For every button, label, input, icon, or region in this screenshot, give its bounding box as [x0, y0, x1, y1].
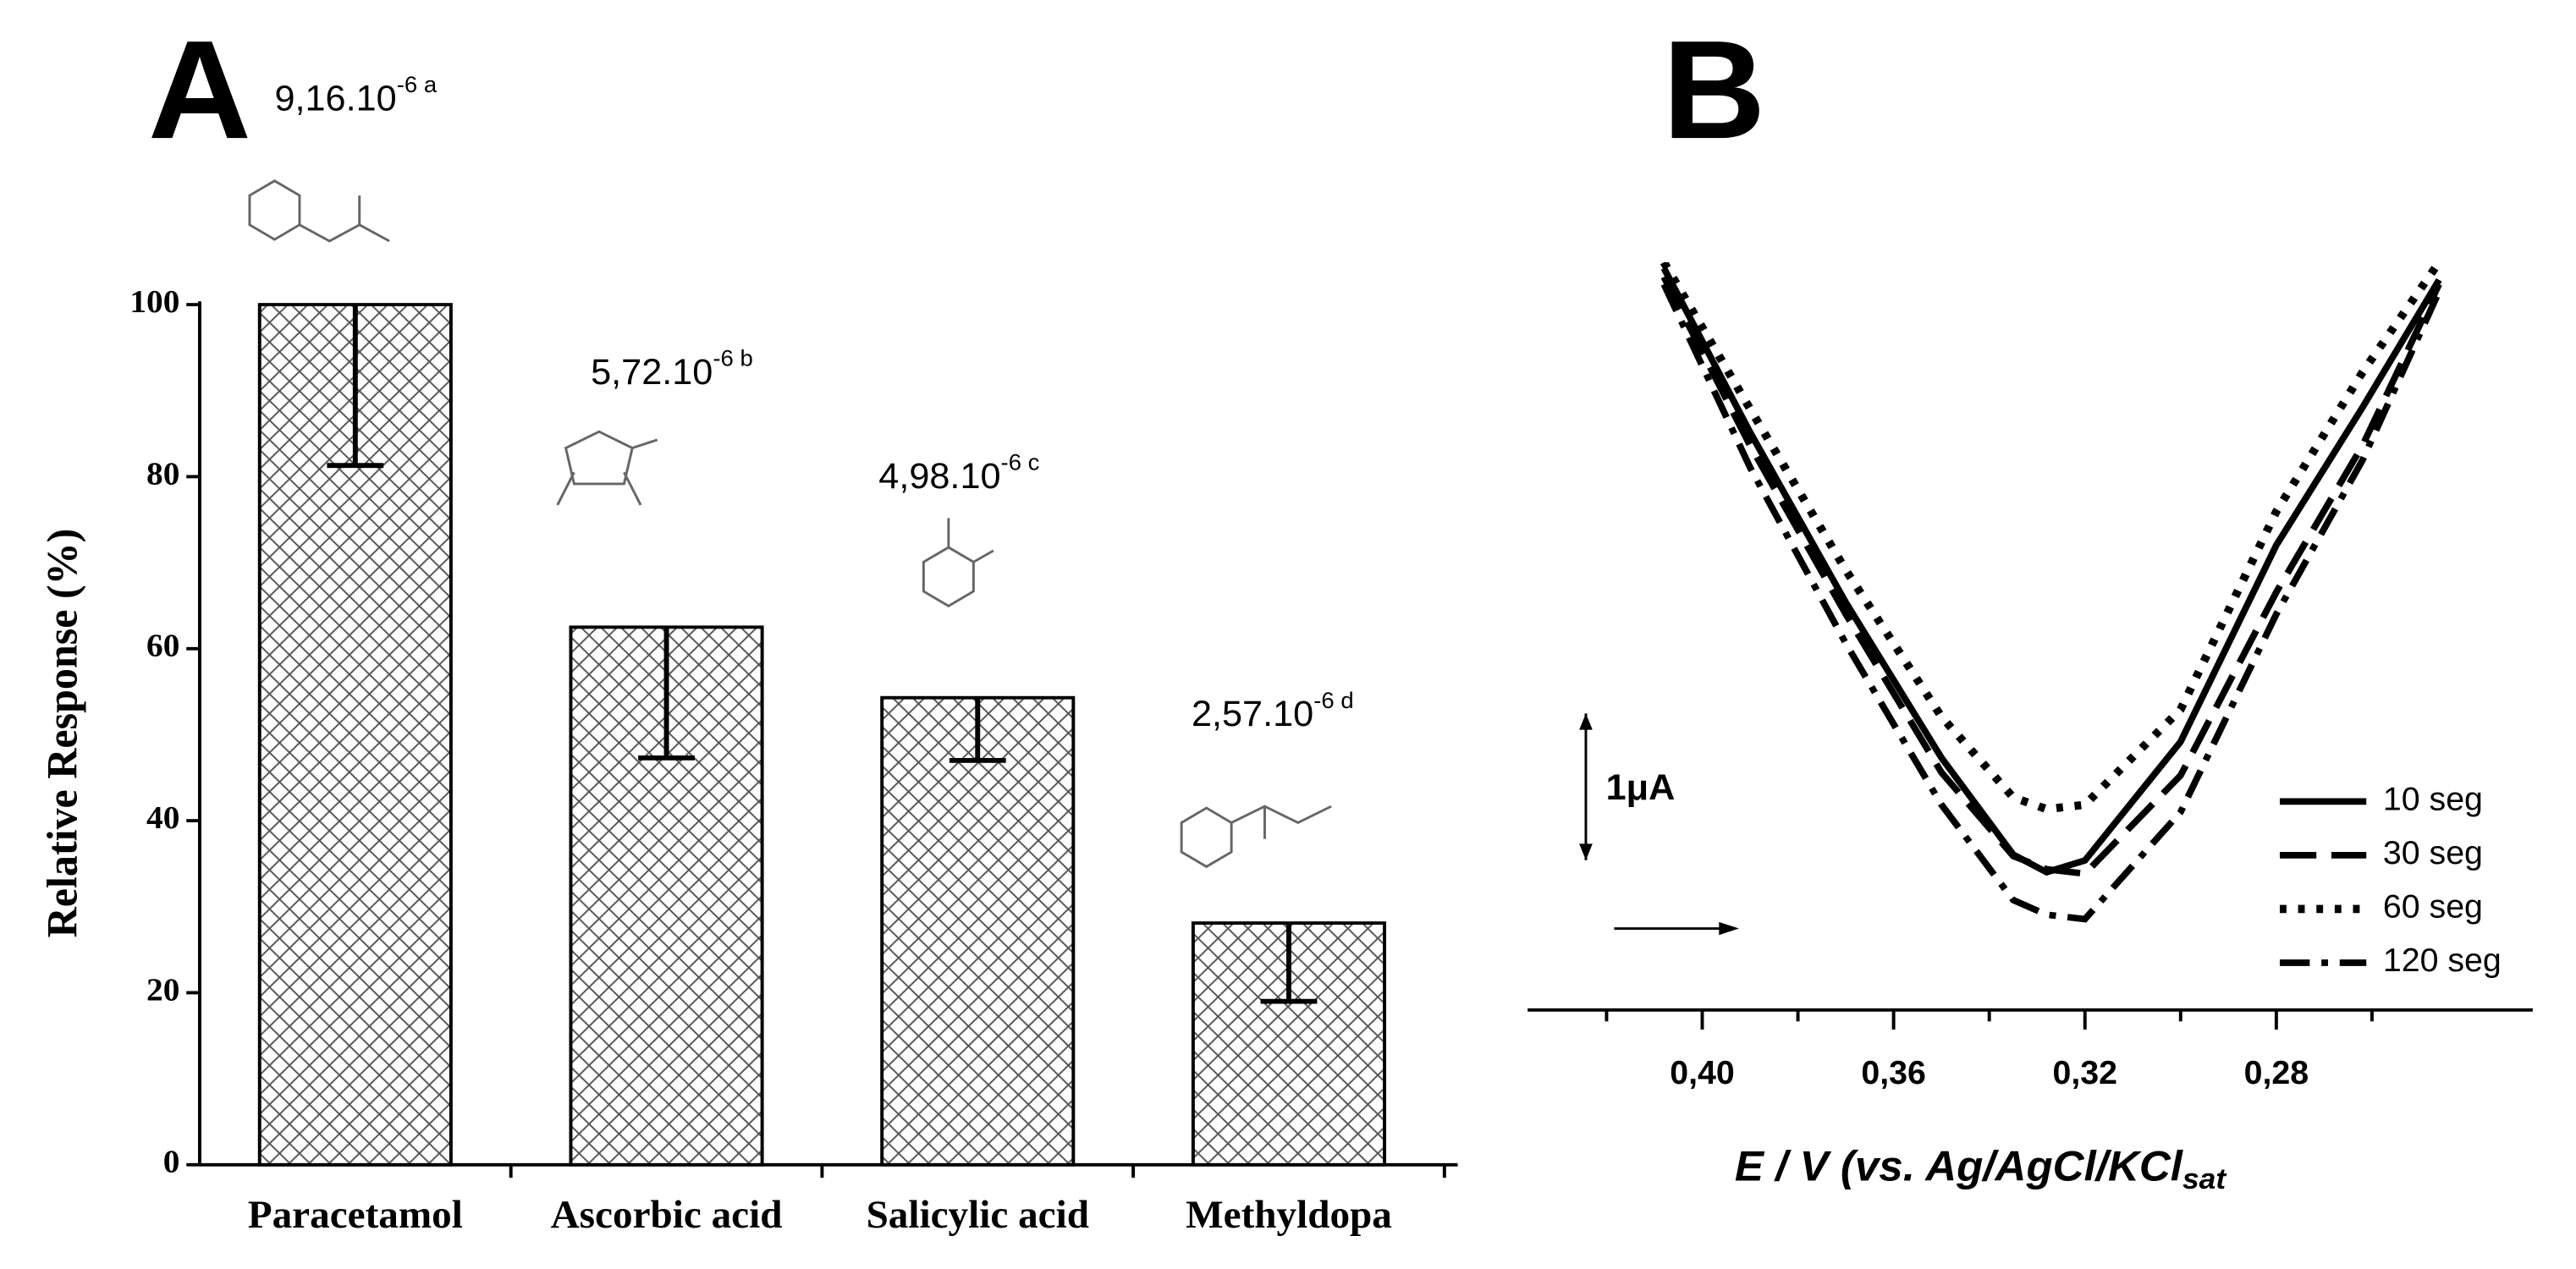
bar	[880, 695, 1076, 1167]
annotation: 2,57.10-6 d	[1192, 687, 1354, 734]
panel-label: A	[148, 12, 251, 168]
x-tick-label: Ascorbic acid	[551, 1193, 783, 1236]
arrow-head	[1719, 921, 1739, 936]
y-tick-label: 80	[146, 456, 179, 492]
panel-label: B	[1662, 12, 1765, 168]
annotation-superscript: -6 b	[713, 345, 752, 371]
y-axis-label: Relative Response (%)	[38, 529, 86, 938]
x-tick-label: Methyldopa	[1186, 1193, 1392, 1236]
annotation-text: 5,72.10	[591, 352, 713, 392]
series-line	[1660, 283, 2442, 923]
y-tick-label: 40	[146, 799, 179, 836]
x-tick-label: 0,32	[2052, 1055, 2117, 1091]
legend-label: 30 seg	[2383, 835, 2483, 871]
molecule-sketches	[248, 179, 1332, 869]
x-tick-label: 0,36	[1861, 1055, 1926, 1091]
legend-label: 10 seg	[2383, 782, 2483, 818]
annotation-text: 9,16.10	[274, 79, 396, 118]
annotation-superscript: -6 c	[1001, 449, 1040, 475]
series-line	[1660, 262, 2443, 814]
y-tick-label: 0	[163, 1144, 180, 1180]
x-tick-label: Salicylic acid	[867, 1193, 1089, 1236]
bar	[257, 303, 453, 1167]
x-tick-label: 0,28	[2244, 1055, 2309, 1091]
annotation: 4,98.10-6 c	[878, 449, 1039, 497]
x-tick-label: 0,40	[1670, 1055, 1735, 1091]
series-line	[1660, 275, 2442, 877]
annotation-text: 4,98.10	[878, 457, 1000, 497]
x-axis-label-text: E / V (vs. Ag/AgCl/KCl	[1735, 1142, 2183, 1189]
series-line	[1660, 266, 2442, 876]
y-tick-label: 20	[146, 972, 179, 1008]
y-tick-label: 60	[146, 628, 179, 664]
annotation-text: 2,57.10	[1192, 695, 1313, 734]
annotation: 9,16.10-6 a	[274, 71, 438, 118]
annotation: 5,72.10-6 b	[591, 345, 753, 393]
x-axis-label: E / V (vs. Ag/AgCl/KClsat	[1735, 1142, 2227, 1195]
x-tick-label: Paracetamol	[248, 1193, 463, 1236]
scale-bar-head	[1579, 713, 1593, 860]
annotation-superscript: -6 a	[397, 71, 438, 97]
annotation-superscript: -6 d	[1313, 687, 1353, 713]
x-axis-label-subscript: sat	[2182, 1163, 2226, 1196]
y-tick-label: 100	[129, 283, 179, 320]
legend-label: 60 seg	[2383, 889, 2483, 926]
legend-label: 120 seg	[2383, 943, 2502, 980]
scale-bar-label: 1μA	[1606, 767, 1676, 807]
